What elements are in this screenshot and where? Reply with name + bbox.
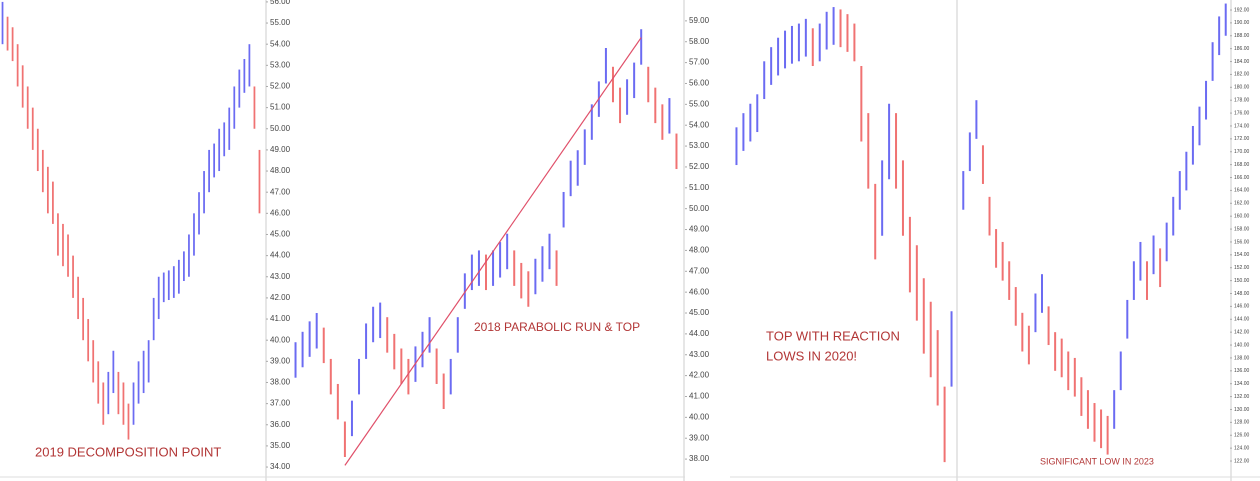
y-tick-label: 170.00 — [1234, 149, 1250, 155]
y-tick-label: 40.00 — [270, 335, 291, 344]
y-tick-label: 40.00 — [689, 412, 710, 421]
y-tick-label: 41.00 — [270, 314, 291, 323]
y-tick-label: 148.00 — [1234, 291, 1250, 297]
y-tick-label: 34.00 — [270, 462, 291, 471]
y-tick-label: 55.00 — [270, 18, 291, 27]
y-tick-label: 37.00 — [270, 399, 291, 408]
y-tick-label: 164.00 — [1234, 188, 1250, 194]
y-tick-label: 174.00 — [1234, 123, 1250, 129]
y-tick-label: 35.00 — [270, 441, 291, 450]
y-tick-label: 51.00 — [270, 103, 291, 112]
y-tick-label: 188.00 — [1234, 33, 1250, 39]
y-tick-label: 57.00 — [689, 58, 710, 67]
y-tick-label: 192.00 — [1234, 7, 1250, 13]
y-tick-label: 43.00 — [270, 272, 291, 281]
y-tick-label: 182.00 — [1234, 72, 1250, 78]
y-tick-label: 178.00 — [1234, 98, 1250, 104]
y-tick-label: 56.00 — [689, 79, 710, 88]
y-tick-label: 39.00 — [270, 356, 291, 365]
trend-line — [344, 37, 642, 466]
y-tick-label: 49.00 — [689, 225, 710, 234]
y-tick-label: 42.00 — [689, 371, 710, 380]
y-tick-label: 44.00 — [689, 329, 710, 338]
y-tick-label: 55.00 — [689, 99, 710, 108]
y-tick-label: 166.00 — [1234, 175, 1250, 181]
y-tick-label: 190.00 — [1234, 20, 1250, 26]
y-tick-label: 180.00 — [1234, 85, 1250, 91]
y-tick-label: 54.00 — [689, 120, 710, 129]
y-tick-label: 48.00 — [689, 246, 710, 255]
y-tick-label: 53.00 — [689, 141, 710, 150]
y-tick-label: 56.00 — [270, 0, 291, 6]
y-tick-label: 39.00 — [689, 433, 710, 442]
y-tick-label: 162.00 — [1234, 201, 1250, 207]
y-tick-label: 51.00 — [689, 183, 710, 192]
y-tick-label: 156.00 — [1234, 239, 1250, 245]
y-tick-label: 168.00 — [1234, 162, 1250, 168]
y-tick-label: 154.00 — [1234, 252, 1250, 258]
y-tick-label: 142.00 — [1234, 329, 1250, 335]
y-tick-label: 136.00 — [1234, 368, 1250, 374]
annotation: 2019 DECOMPOSITION POINT — [35, 444, 221, 459]
y-tick-label: 49.00 — [270, 145, 291, 154]
y-tick-label: 130.00 — [1234, 407, 1250, 413]
y-tick-label: 36.00 — [270, 420, 291, 429]
y-tick-label: 58.00 — [689, 37, 710, 46]
y-tick-label: 47.00 — [270, 187, 291, 196]
y-tick-label: 46.00 — [270, 208, 291, 217]
y-tick-label: 45.00 — [689, 308, 710, 317]
y-tick-label: 54.00 — [270, 39, 291, 48]
y-tick-label: 128.00 — [1234, 420, 1250, 426]
y-tick-label: 160.00 — [1234, 214, 1250, 220]
y-tick-label: 44.00 — [270, 251, 291, 260]
annotation: SIGNIFICANT LOW IN 2023 — [1040, 456, 1154, 466]
y-tick-label: 176.00 — [1234, 110, 1250, 116]
y-tick-label: 158.00 — [1234, 226, 1250, 232]
y-tick-label: 41.00 — [689, 392, 710, 401]
y-tick-label: 134.00 — [1234, 381, 1250, 387]
y-tick-label: 43.00 — [689, 350, 710, 359]
y-tick-label: 186.00 — [1234, 46, 1250, 52]
y-tick-label: 45.00 — [270, 230, 291, 239]
y-tick-label: 47.00 — [689, 266, 710, 275]
y-tick-label: 38.00 — [689, 454, 710, 463]
y-tick-label: 48.00 — [270, 166, 291, 175]
y-tick-label: 124.00 — [1234, 445, 1250, 451]
y-tick-label: 46.00 — [689, 287, 710, 296]
y-tick-label: 172.00 — [1234, 136, 1250, 142]
y-tick-label: 59.00 — [689, 16, 710, 25]
y-tick-label: 146.00 — [1234, 304, 1250, 310]
y-tick-label: 50.00 — [689, 204, 710, 213]
y-tick-label: 132.00 — [1234, 394, 1250, 400]
annotation: 2018 PARABOLIC RUN & TOP — [474, 320, 640, 334]
y-tick-label: 138.00 — [1234, 355, 1250, 361]
annotation: LOWS IN 2020! — [766, 348, 857, 363]
y-tick-label: 184.00 — [1234, 59, 1250, 65]
y-tick-label: 140.00 — [1234, 342, 1250, 348]
y-tick-label: 52.00 — [270, 82, 291, 91]
y-tick-label: 38.00 — [270, 378, 291, 387]
y-tick-label: 53.00 — [270, 60, 291, 69]
y-tick-label: 144.00 — [1234, 317, 1250, 323]
y-tick-label: 52.00 — [689, 162, 710, 171]
y-tick-label: 126.00 — [1234, 433, 1250, 439]
y-tick-label: 50.00 — [270, 124, 291, 133]
annotation: TOP WITH REACTION — [766, 328, 900, 343]
y-tick-label: 42.00 — [270, 293, 291, 302]
y-tick-label: 152.00 — [1234, 265, 1250, 271]
gap — [685, 0, 730, 481]
y-tick-label: 122.00 — [1234, 458, 1250, 464]
y-tick-label: 150.00 — [1234, 278, 1250, 284]
